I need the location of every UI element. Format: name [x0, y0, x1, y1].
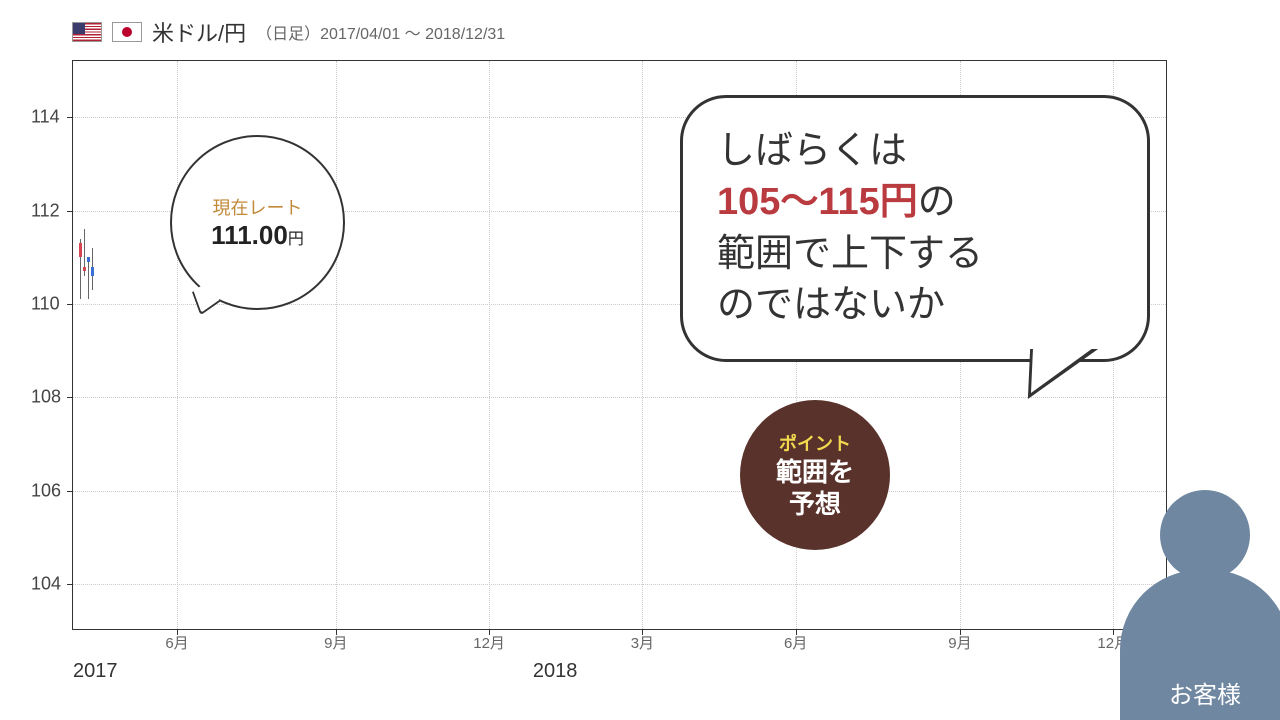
- year-label: 2017: [73, 660, 118, 683]
- customer-icon: お客様: [1120, 490, 1280, 720]
- y-tick: 114: [31, 107, 60, 128]
- x-tick: 6月: [784, 632, 807, 653]
- rate-label: 現在レート: [213, 194, 303, 220]
- forecast-bubble: しばらくは 105～115円の 範囲で上下する のではないか: [680, 95, 1150, 362]
- current-rate-bubble: 現在レート 111.00円: [170, 135, 345, 310]
- point-badge: ポイント 範囲を予想: [740, 400, 890, 550]
- currency-pair: 米ドル/円: [152, 16, 246, 48]
- customer-label: お客様: [1169, 675, 1241, 710]
- rate-value: 111.00円: [211, 220, 304, 251]
- x-tick: 6月: [165, 632, 188, 653]
- timeframe-label: （日足）2017/04/01 ～ 2018/12/31: [256, 20, 505, 44]
- x-tick: 9月: [324, 632, 347, 653]
- y-tick: 110: [31, 293, 60, 314]
- year-label: 2018: [533, 660, 578, 683]
- point-text: 範囲を予想: [776, 456, 854, 521]
- y-tick: 108: [31, 387, 61, 408]
- flag-jp-icon: [112, 22, 142, 42]
- flag-us-icon: [72, 22, 102, 42]
- x-tick: 3月: [631, 632, 654, 653]
- forecast-text: しばらくは 105～115円の 範囲で上下する のではないか: [717, 126, 1113, 331]
- point-label: ポイント: [779, 430, 851, 456]
- y-tick: 104: [31, 574, 61, 595]
- x-tick: 9月: [948, 632, 971, 653]
- x-tick: 12月: [473, 632, 505, 653]
- chart-header: 米ドル/円 （日足）2017/04/01 ～ 2018/12/31: [72, 16, 505, 48]
- y-tick: 112: [31, 200, 60, 221]
- y-tick: 106: [31, 480, 61, 501]
